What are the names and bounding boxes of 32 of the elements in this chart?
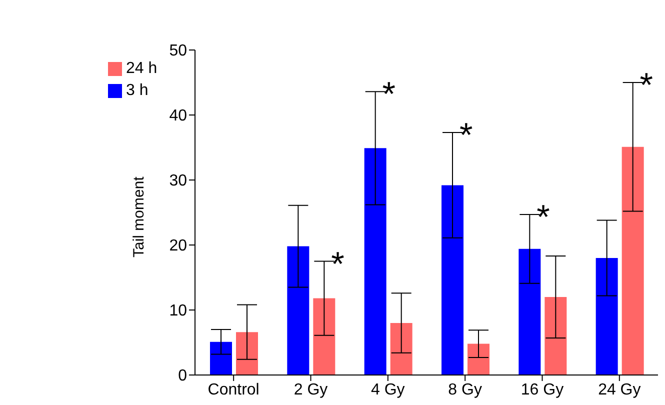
x-tick-label: 24 Gy	[598, 381, 641, 398]
bar	[390, 323, 412, 375]
x-tick-label: 8 Gy	[448, 381, 482, 398]
bar	[544, 297, 567, 375]
bar	[622, 146, 644, 375]
y-tick-label: 0	[178, 368, 188, 385]
bar	[313, 298, 336, 375]
x-tick-label: Control	[208, 381, 260, 398]
bar	[287, 246, 310, 375]
y-axis-title: Tail moment	[130, 176, 148, 258]
y-tick-label: 40	[169, 108, 188, 125]
bar	[442, 185, 464, 375]
y-tick-label: 30	[169, 172, 188, 190]
bar	[468, 344, 490, 375]
annotation: *	[536, 198, 550, 236]
x-tick-label: 2 Gy	[294, 381, 328, 398]
annotation: *	[331, 245, 344, 284]
x-tick-label: 4 Gy	[371, 381, 405, 398]
legend-label: 24 h	[126, 60, 158, 77]
annotation: *	[382, 76, 396, 114]
bar	[210, 342, 232, 375]
bar	[236, 332, 258, 375]
y-tick-label: 10	[169, 302, 188, 320]
legend-label: 3 h	[126, 82, 148, 99]
x-tick-label: 16 Gy	[520, 381, 564, 398]
annotation: *	[459, 116, 473, 155]
annotation: *	[640, 66, 654, 104]
y-tick-label: 50	[169, 42, 188, 60]
bar	[518, 248, 541, 375]
bar	[364, 148, 386, 375]
bar	[596, 258, 618, 375]
y-tick-label: 20	[169, 238, 188, 255]
